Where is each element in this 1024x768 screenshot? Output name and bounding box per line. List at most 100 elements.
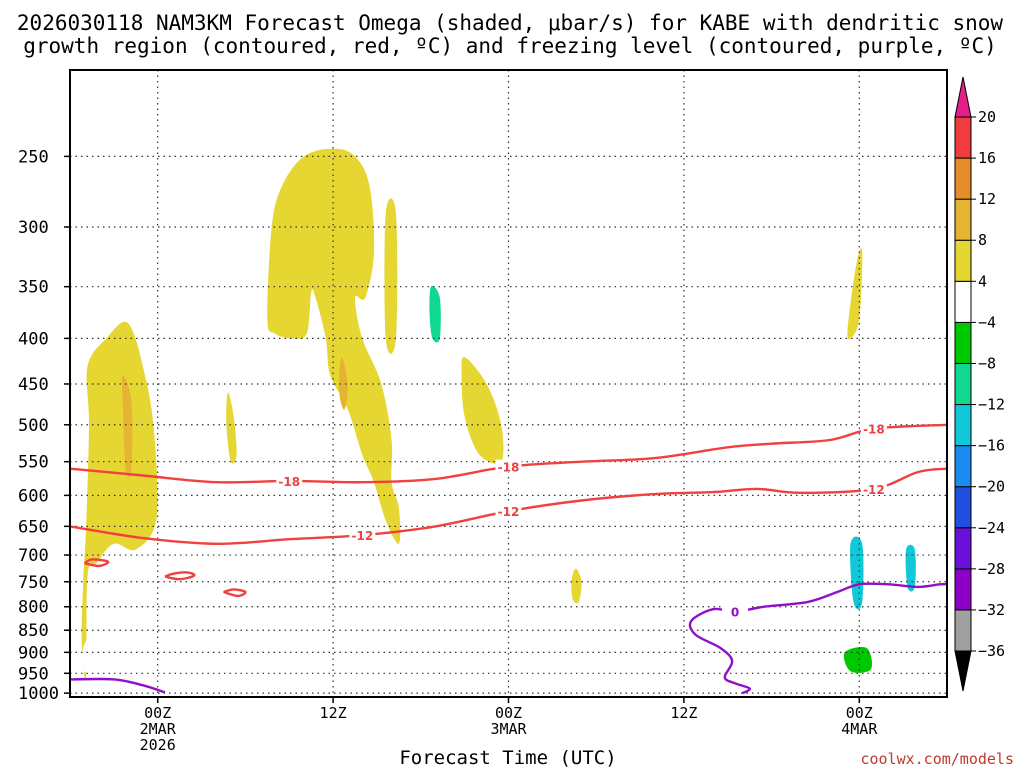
- omega-region-11: [470, 666, 492, 687]
- colorbar-label: −20: [978, 478, 1005, 496]
- colorbar-label: −28: [978, 560, 1005, 578]
- x-tick-label: 3MAR: [490, 720, 527, 738]
- omega-shading-layer: [81, 148, 947, 687]
- x-tick-label: 12Z: [320, 704, 347, 722]
- omega-region-22: [847, 248, 863, 340]
- contour-label-bg: [722, 604, 749, 618]
- colorbar-swatch: [954, 321, 972, 364]
- colorbar-swatch: [954, 116, 972, 159]
- omega-region-0: [81, 321, 158, 680]
- temperature-contour-3: [164, 571, 196, 581]
- x-tick-label: 00Z: [144, 704, 171, 722]
- y-tick-label: 1000: [18, 684, 59, 704]
- x-tick-label: 00Z: [495, 704, 522, 722]
- omega-region-3: [267, 148, 401, 544]
- omega-region-5: [384, 198, 398, 354]
- pressure-axis: 2503003504004505005506006507007508008509…: [18, 147, 70, 704]
- omega-region-19: [905, 544, 916, 592]
- colorbar-swatch: [954, 280, 972, 323]
- colorbar-label: 4: [978, 272, 987, 290]
- y-tick-label: 850: [18, 621, 49, 641]
- omega-region-1: [121, 375, 133, 478]
- colorbar-label: −8: [978, 354, 996, 372]
- omega-region-12: [547, 671, 605, 680]
- contour-label-bg: [860, 481, 887, 495]
- grid-layer: [70, 70, 947, 697]
- y-tick-label: 550: [18, 453, 49, 473]
- omega-region-9: [429, 285, 441, 343]
- colorbar-swatch: [954, 527, 972, 570]
- y-tick-label: 650: [18, 517, 49, 537]
- temperature-contour-0: [70, 423, 947, 484]
- colorbar-swatch: [954, 609, 972, 652]
- temperature-contour-4: [223, 588, 247, 598]
- colorbar-swatch: [954, 404, 972, 447]
- colorbar-swatch: [954, 157, 972, 200]
- colorbar-min-arrow: [954, 650, 972, 692]
- x-axis-title: Forecast Time (UTC): [399, 747, 616, 768]
- chart-title-line-1: 2026030118 NAM3KM Forecast Omega (shaded…: [17, 11, 1004, 35]
- x-tick-label: 4MAR: [841, 720, 878, 738]
- colorbar-label: 16: [978, 149, 996, 167]
- contour-label: -18: [498, 461, 520, 475]
- contour-label-bg: [860, 421, 887, 435]
- omega-region-21: [936, 486, 947, 529]
- y-tick-label: 750: [18, 573, 49, 593]
- y-tick-label: 900: [18, 643, 49, 663]
- omega-region-2: [226, 392, 237, 464]
- colorbar-label: 12: [978, 190, 996, 208]
- colorbar-swatch: [954, 362, 972, 406]
- credit-text: coolwx.com/models: [860, 750, 1014, 768]
- omega-region-17: [850, 536, 864, 610]
- colorbar-label: −32: [978, 601, 1005, 619]
- x-tick-label: 2026: [140, 736, 176, 754]
- colorbar-swatch: [954, 239, 972, 282]
- x-tick-label: 2MAR: [140, 720, 177, 738]
- omega-region-18: [897, 437, 924, 619]
- x-tick-label: 12Z: [670, 704, 697, 722]
- y-tick-label: 400: [18, 329, 49, 349]
- y-tick-label: 600: [18, 486, 49, 506]
- contour-label-bg: [495, 459, 522, 473]
- contour-label: -12: [863, 483, 885, 497]
- colorbar-swatch: [954, 486, 972, 529]
- contour-label-bg: [276, 473, 303, 487]
- colorbar-label: −16: [978, 437, 1005, 455]
- contour-label: -12: [351, 529, 373, 543]
- contour-label: -18: [863, 423, 885, 437]
- colorbar-swatch: [954, 568, 972, 611]
- omega-colorbar: −36 −32 −28 −24 −20 −16 −12 −8 −4 4 8 12 16 20: [954, 76, 1005, 692]
- omega-region-4: [338, 357, 348, 410]
- chart-title-line-2: growth region (contoured, red, ºC) and f…: [23, 34, 997, 58]
- omega-region-14: [843, 646, 873, 673]
- colorbar-label: −12: [978, 396, 1005, 414]
- colorbar-max-arrow: [954, 76, 972, 118]
- contour-label: 0: [731, 606, 739, 620]
- y-tick-label: 450: [18, 375, 49, 395]
- y-tick-label: 500: [18, 416, 49, 436]
- y-tick-label: 950: [18, 664, 49, 684]
- temperature-contour-1: [70, 467, 947, 546]
- colorbar-label: 8: [978, 231, 987, 249]
- omega-region-7: [571, 568, 582, 604]
- colorbar-label: −4: [978, 313, 996, 331]
- colorbar-label: 20: [978, 108, 996, 126]
- y-tick-label: 350: [18, 278, 49, 298]
- contour-label: -12: [498, 505, 520, 519]
- y-tick-label: 800: [18, 598, 49, 618]
- colorbar-label: −24: [978, 519, 1005, 537]
- omega-region-10: [81, 632, 151, 674]
- x-tick-label: 00Z: [846, 704, 873, 722]
- y-tick-label: 250: [18, 147, 49, 167]
- y-tick-label: 700: [18, 546, 49, 566]
- omega-region-15: [778, 474, 828, 581]
- contour-label-bg: [495, 504, 522, 518]
- contour-label-bg: [349, 528, 376, 542]
- colorbar-label: −36: [978, 642, 1005, 660]
- colorbar-swatch: [954, 198, 972, 241]
- colorbar-swatch: [954, 445, 972, 488]
- freezing-level-contour-0: [70, 677, 166, 694]
- y-tick-label: 300: [18, 218, 49, 238]
